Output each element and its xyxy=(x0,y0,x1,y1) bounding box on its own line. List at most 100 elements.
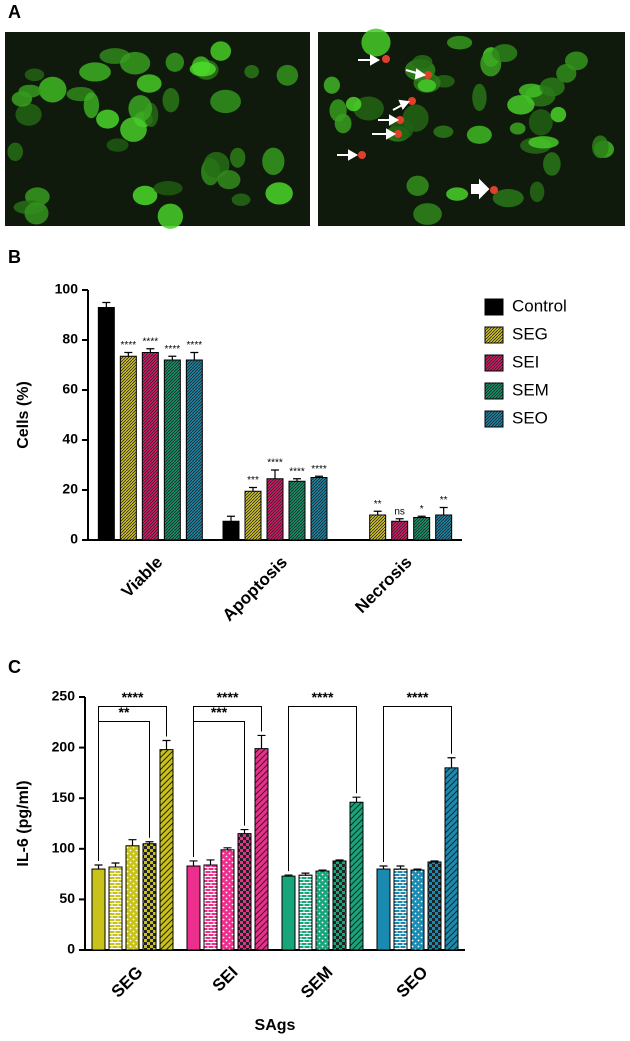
cell xyxy=(96,109,120,129)
bar xyxy=(444,767,459,951)
x-tick-label: Apoptosis xyxy=(219,553,291,625)
cell xyxy=(528,136,559,149)
cell xyxy=(417,79,437,93)
cell xyxy=(564,51,588,71)
legend-swatch xyxy=(484,382,504,400)
bar xyxy=(349,801,364,951)
cell xyxy=(413,203,442,225)
significance-label: **** xyxy=(165,344,181,355)
y-tick-label: 150 xyxy=(52,789,76,805)
error-bar xyxy=(373,510,382,515)
cell xyxy=(189,61,216,77)
error-bar xyxy=(168,355,177,360)
legend-label: SEO xyxy=(512,408,548,427)
legend-label: SEM xyxy=(512,380,549,399)
cell xyxy=(24,201,49,225)
cell xyxy=(276,64,299,86)
error-bar xyxy=(145,841,154,844)
bar xyxy=(298,874,313,951)
x-tick-label: SEG xyxy=(108,963,147,1002)
bar xyxy=(310,477,328,541)
significance-label: ** xyxy=(119,704,130,720)
bar xyxy=(142,843,157,951)
cell xyxy=(132,185,158,206)
legend-label: Control xyxy=(512,296,567,315)
error-bar xyxy=(379,865,388,870)
significance-label: ** xyxy=(440,495,448,506)
cell xyxy=(406,175,429,196)
y-tick-label: 40 xyxy=(62,431,78,447)
error-bar xyxy=(318,869,327,872)
cell xyxy=(165,52,185,72)
panel-label: A xyxy=(8,2,21,22)
cell xyxy=(210,89,241,114)
error-bar xyxy=(102,301,111,308)
cell xyxy=(492,189,524,208)
cell xyxy=(7,142,24,162)
cell xyxy=(136,74,162,93)
cell xyxy=(229,147,246,168)
error-bar xyxy=(94,864,103,870)
error-bar xyxy=(257,734,266,749)
cell xyxy=(543,152,561,176)
error-bar xyxy=(111,862,120,868)
error-bar xyxy=(315,475,323,478)
bar xyxy=(203,864,218,951)
error-bar xyxy=(284,874,293,877)
cell xyxy=(323,76,340,94)
bar xyxy=(108,866,123,951)
bar xyxy=(332,860,347,951)
y-tick-label: 100 xyxy=(55,281,79,297)
cell xyxy=(244,65,260,79)
error-bar xyxy=(162,739,171,750)
error-bar xyxy=(124,351,133,357)
bar xyxy=(185,359,203,541)
panel-label: C xyxy=(8,657,21,677)
cell xyxy=(528,109,553,136)
cell xyxy=(203,151,230,178)
bar xyxy=(91,868,106,951)
cell xyxy=(539,77,565,97)
panel-label: B xyxy=(8,247,21,267)
significance-label: *** xyxy=(211,704,228,720)
error-bar xyxy=(293,478,301,482)
cell xyxy=(38,76,67,103)
cell xyxy=(507,95,535,115)
cell xyxy=(361,28,391,57)
x-tick-label: SEI xyxy=(209,963,242,996)
bar xyxy=(222,520,240,541)
error-bar xyxy=(249,486,257,492)
error-bar xyxy=(128,839,137,846)
error-bar xyxy=(417,515,426,518)
bar xyxy=(244,490,262,541)
significance-label: *** xyxy=(247,475,259,486)
error-bar xyxy=(206,859,215,865)
error-bar xyxy=(223,847,232,850)
cell xyxy=(529,181,545,203)
error-bar xyxy=(335,859,344,861)
error-bar xyxy=(189,860,198,867)
apoptotic-cell xyxy=(424,71,432,79)
y-tick-label: 60 xyxy=(62,381,78,397)
y-tick-label: 200 xyxy=(52,738,76,754)
error-bar xyxy=(146,348,155,353)
y-tick-label: 250 xyxy=(52,688,76,704)
micrograph-control xyxy=(5,32,310,226)
cell xyxy=(466,125,492,144)
significance-bracket xyxy=(98,705,167,861)
cell xyxy=(157,203,184,229)
x-tick-label: Necrosis xyxy=(351,553,415,617)
cell xyxy=(265,182,293,205)
cell xyxy=(592,135,609,159)
significance-label: **** xyxy=(187,340,203,351)
significance-bracket xyxy=(288,705,357,872)
bar xyxy=(315,870,330,951)
x-tick-label: Viable xyxy=(118,553,167,602)
y-tick-label: 50 xyxy=(59,890,75,906)
bar xyxy=(435,514,453,541)
cell xyxy=(518,83,544,98)
significance-label: ** xyxy=(374,499,382,510)
significance-label: **** xyxy=(289,466,305,477)
significance-label: * xyxy=(420,504,424,515)
apoptotic-cell xyxy=(408,97,416,105)
